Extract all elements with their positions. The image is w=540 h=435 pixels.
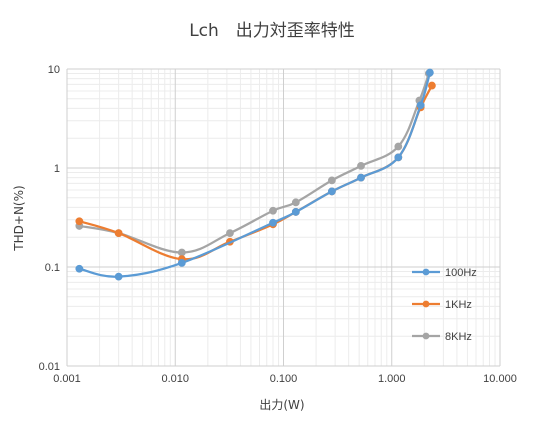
x-tick-label: 1.000 (378, 373, 406, 385)
data-point-1khz (114, 229, 123, 238)
legend-item-1khz: 1KHz (412, 299, 472, 311)
data-point-100hz (357, 173, 365, 182)
series-line-100hz (79, 72, 431, 278)
legend-item-100hz: 100Hz (412, 267, 477, 279)
data-point-8khz (357, 162, 365, 170)
data-point-8khz (269, 206, 277, 215)
data-point-8khz (177, 248, 186, 257)
legend: 100Hz 1KHz 8KHz (412, 267, 477, 343)
data-point-100hz (75, 264, 84, 273)
legend-marker-100hz (422, 268, 430, 276)
y-tick-label: 1 (54, 163, 60, 175)
x-tick-label: 0.001 (53, 373, 81, 385)
data-point-100hz (114, 272, 123, 281)
legend-label-100hz: 100Hz (445, 267, 477, 279)
x-tick-label: 10.000 (483, 373, 517, 385)
data-point-100hz (291, 208, 300, 216)
data-point-8khz (291, 198, 300, 207)
data-point-100hz (394, 153, 403, 162)
y-axis-label: THD+N(%) (12, 185, 26, 251)
legend-label-1khz: 1KHz (445, 299, 472, 311)
tick-labels: 0.001 0.010 0.100 1.000 10.000 0.01 0.1 1 10 (39, 64, 517, 385)
chart-title: Lch 出力対歪率特性 (189, 21, 355, 41)
legend-marker-8khz (422, 332, 430, 340)
data-point-100hz (425, 68, 434, 77)
series-group (75, 68, 436, 281)
y-tick-label: 0.01 (39, 361, 60, 373)
data-point-1khz (75, 217, 84, 226)
legend-marker-1khz (422, 300, 430, 308)
x-axis-label: 出力(W) (259, 398, 304, 412)
data-point-8khz (226, 229, 234, 238)
series-100hz (75, 68, 434, 281)
x-tick-label: 0.100 (270, 373, 298, 385)
data-point-1khz (428, 81, 436, 90)
y-tick-label: 0.1 (45, 262, 60, 274)
x-tick-label: 0.010 (161, 373, 189, 385)
legend-label-8khz: 8KHz (445, 331, 472, 343)
data-point-8khz (328, 176, 336, 185)
data-point-100hz (328, 187, 336, 196)
data-point-100hz (177, 259, 186, 267)
data-point-100hz (269, 218, 277, 227)
series-8khz (75, 69, 433, 257)
y-tick-label: 10 (48, 64, 60, 76)
legend-item-8khz: 8KHz (412, 331, 472, 343)
data-point-100hz (416, 101, 425, 110)
data-point-8khz (394, 142, 403, 151)
